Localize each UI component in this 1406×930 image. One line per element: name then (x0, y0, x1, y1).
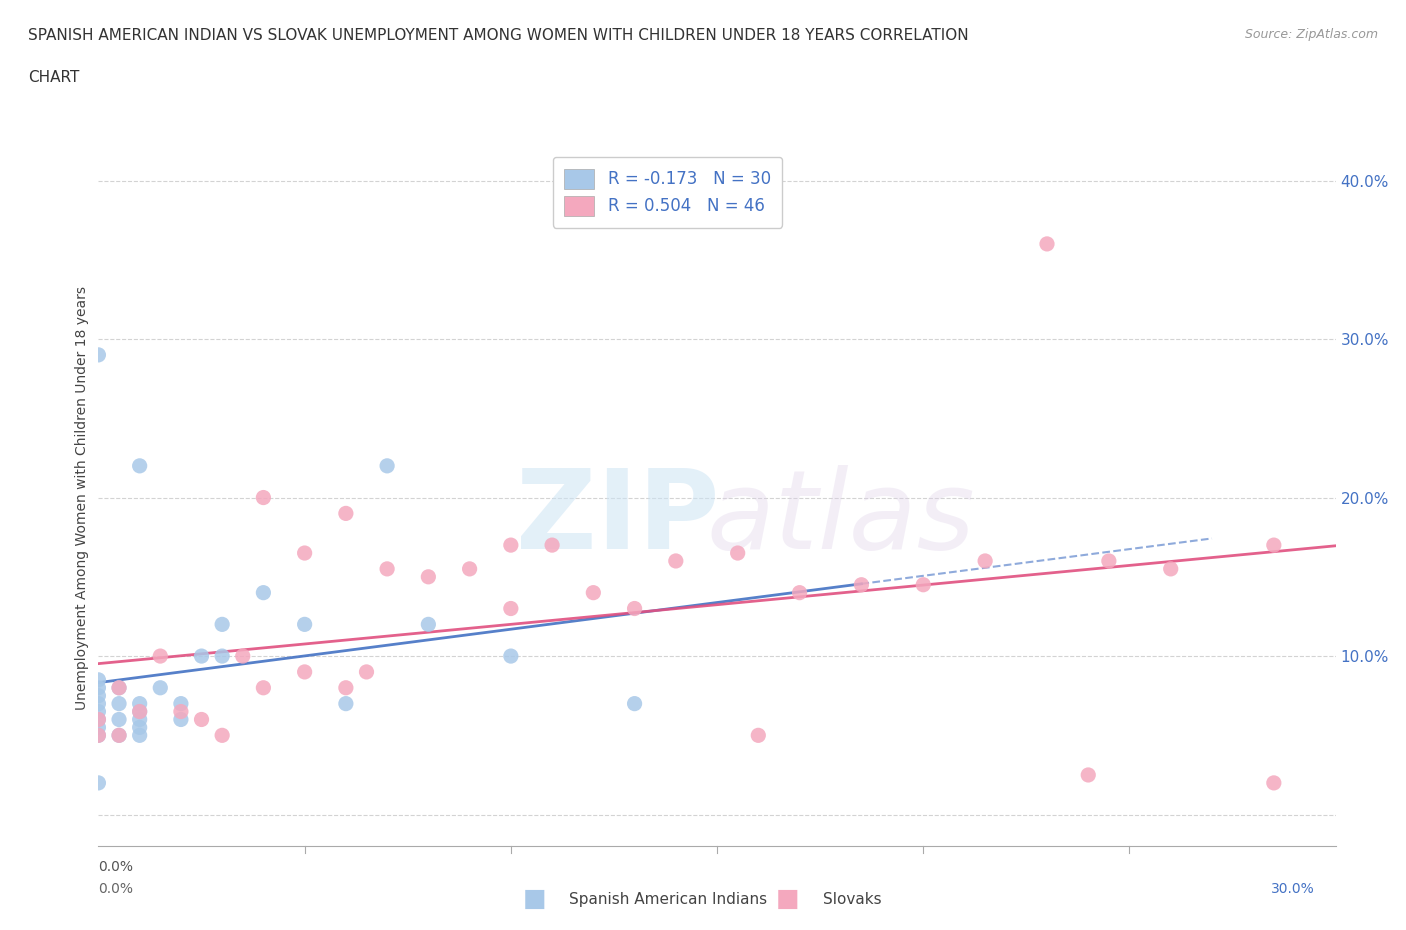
Text: 0.0%: 0.0% (98, 882, 134, 896)
Point (87, 672, 110, 687)
Point (252, 585, 274, 600)
Point (418, 617, 440, 631)
Point (87, 712, 110, 727)
Point (356, 664, 378, 679)
Point (128, 697, 150, 711)
Point (128, 704, 150, 719)
Point (87, 712, 110, 727)
Text: Slovaks: Slovaks (823, 892, 882, 907)
Text: ZIP: ZIP (516, 465, 720, 572)
Point (128, 458, 150, 473)
Point (499, 648, 522, 663)
Point (87, 348, 110, 363)
Point (1160, 562, 1182, 577)
Point (211, 617, 233, 631)
Point (974, 553, 997, 568)
Point (108, 712, 131, 727)
Point (727, 546, 749, 561)
Text: CHART: CHART (28, 70, 80, 85)
Text: ■: ■ (523, 887, 546, 911)
Point (252, 490, 274, 505)
Point (149, 681, 172, 696)
Point (128, 712, 150, 727)
Point (294, 664, 316, 679)
Point (665, 553, 688, 568)
Point (211, 648, 233, 663)
Text: SPANISH AMERICAN INDIAN VS SLOVAK UNEMPLOYMENT AMONG WOMEN WITH CHILDREN UNDER 1: SPANISH AMERICAN INDIAN VS SLOVAK UNEMPL… (28, 28, 969, 43)
Point (128, 704, 150, 719)
Point (747, 728, 769, 743)
Text: atlas: atlas (706, 465, 976, 572)
Point (335, 681, 357, 696)
Point (499, 538, 522, 552)
Point (252, 681, 274, 696)
Point (458, 562, 481, 577)
Point (87, 688, 110, 703)
Point (87, 776, 110, 790)
Point (499, 601, 522, 616)
Point (418, 569, 440, 584)
Point (211, 728, 233, 743)
Point (1263, 776, 1285, 790)
Point (149, 648, 172, 663)
Point (623, 697, 645, 711)
Point (128, 728, 150, 743)
Text: Spanish American Indians: Spanish American Indians (569, 892, 768, 907)
Point (335, 697, 357, 711)
Point (108, 681, 131, 696)
Point (108, 728, 131, 743)
Point (1077, 767, 1099, 782)
Text: 30.0%: 30.0% (1271, 882, 1315, 896)
Point (294, 546, 316, 561)
Point (1098, 553, 1121, 568)
Point (190, 648, 212, 663)
Point (170, 704, 193, 719)
Text: Source: ZipAtlas.com: Source: ZipAtlas.com (1244, 28, 1378, 41)
Point (541, 538, 564, 552)
Point (294, 617, 316, 631)
Point (851, 578, 873, 592)
Text: 0.0%: 0.0% (98, 860, 134, 874)
Legend: R = -0.173   N = 30, R = 0.504   N = 46: R = -0.173 N = 30, R = 0.504 N = 46 (553, 157, 783, 228)
Point (87, 697, 110, 711)
Point (87, 728, 110, 743)
Point (789, 585, 811, 600)
Point (87, 728, 110, 743)
Y-axis label: Unemployment Among Women with Children Under 18 years: Unemployment Among Women with Children U… (76, 286, 90, 710)
Point (87, 704, 110, 719)
Point (170, 697, 193, 711)
Point (108, 697, 131, 711)
Point (375, 458, 398, 473)
Point (170, 712, 193, 727)
Point (1036, 236, 1059, 251)
Point (1263, 538, 1285, 552)
Point (582, 585, 605, 600)
Point (623, 601, 645, 616)
Point (128, 720, 150, 735)
Point (190, 712, 212, 727)
Text: ■: ■ (776, 887, 799, 911)
Point (375, 562, 398, 577)
Point (335, 506, 357, 521)
Point (87, 681, 110, 696)
Point (232, 648, 254, 663)
Point (108, 728, 131, 743)
Point (108, 681, 131, 696)
Point (87, 720, 110, 735)
Point (912, 578, 935, 592)
